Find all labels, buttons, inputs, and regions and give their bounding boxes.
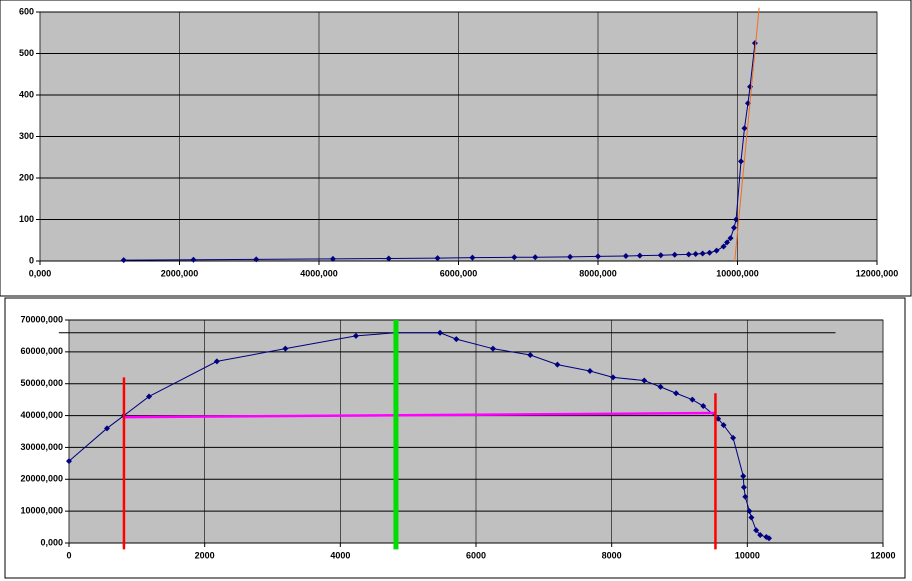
x-tick-label: 12000 (870, 550, 895, 560)
series-line (734, 7, 760, 262)
data-point (733, 216, 740, 223)
data-point (746, 508, 753, 515)
y-tick-label: 500 (19, 48, 34, 58)
x-tick-label: 10000 (735, 550, 760, 560)
data-point (641, 377, 648, 384)
data-point (554, 361, 561, 368)
y-tick-label: 0 (29, 255, 34, 265)
data-point (766, 535, 773, 542)
x-tick-label: 12000,000 (856, 268, 899, 278)
y-tick-label: 10000,000 (20, 506, 63, 516)
data-point (120, 257, 127, 264)
data-point (724, 239, 731, 246)
x-tick-label: 8000,000 (579, 268, 617, 278)
data-point (657, 383, 664, 390)
data-point (740, 473, 747, 480)
x-tick-label: 0,000 (29, 268, 52, 278)
data-point (671, 251, 678, 258)
y-tick-label: 100 (19, 214, 34, 224)
y-tick-label: 600 (19, 6, 34, 16)
data-point (532, 254, 539, 261)
data-point (213, 358, 220, 365)
x-tick-label: 10000,000 (716, 268, 759, 278)
data-point (727, 235, 734, 242)
data-point (692, 250, 699, 257)
y-tick-label: 30000,000 (20, 442, 63, 452)
x-tick-label: 4000 (330, 550, 350, 560)
data-point (751, 40, 758, 47)
x-tick-label: 4000,000 (300, 268, 338, 278)
data-point (66, 458, 72, 465)
series-line (123, 43, 756, 261)
data-point (757, 532, 764, 539)
data-point (511, 254, 518, 261)
data-point (730, 434, 737, 441)
y-tick-label: 20000,000 (20, 474, 63, 484)
data-point (657, 252, 664, 259)
data-point (622, 253, 629, 260)
data-point (610, 374, 617, 381)
x-tick-label: 6000 (466, 550, 486, 560)
data-point (437, 329, 444, 336)
y-tick-label: 50000,000 (20, 378, 63, 388)
data-point (742, 493, 749, 500)
data-point (685, 251, 692, 258)
data-point (700, 403, 707, 410)
x-tick-label: 0 (66, 550, 71, 560)
data-point (689, 396, 696, 403)
y-tick-label: 60000,000 (20, 346, 63, 356)
data-point (434, 255, 441, 262)
data-point (453, 336, 460, 343)
data-point (731, 224, 738, 231)
data-point (636, 252, 643, 259)
data-point (753, 527, 760, 534)
data-point (190, 256, 197, 263)
data-point (146, 393, 153, 400)
data-point (103, 425, 110, 432)
data-point (253, 256, 260, 263)
data-point (469, 254, 476, 261)
data-point (586, 367, 593, 374)
data-point (385, 255, 392, 262)
data-point (595, 253, 601, 260)
x-tick-label: 6000,000 (440, 268, 478, 278)
data-point (741, 125, 748, 132)
x-tick-label: 8000 (602, 550, 622, 560)
series-line (68, 332, 770, 539)
data-point (720, 243, 727, 250)
data-point (706, 249, 713, 256)
data-point (527, 352, 534, 359)
data-point (673, 390, 680, 397)
data-point (737, 158, 744, 165)
y-tick-label: 200 (19, 172, 34, 182)
x-tick-label: 2000,000 (161, 268, 199, 278)
data-point (720, 422, 727, 429)
data-point (329, 255, 336, 262)
y-tick-label: 70000,000 (20, 314, 63, 324)
y-tick-label: 0,000 (40, 537, 63, 547)
x-tick-label: 2000 (195, 550, 215, 560)
data-point (489, 345, 496, 352)
y-tick-label: 40000,000 (20, 410, 63, 420)
y-tick-label: 400 (19, 89, 34, 99)
y-tick-label: 300 (19, 131, 34, 141)
series-line (123, 411, 716, 419)
data-point (713, 247, 720, 254)
data-point (748, 514, 755, 521)
data-point (282, 345, 289, 352)
data-point (699, 250, 706, 257)
data-point (567, 253, 574, 260)
data-point (352, 332, 359, 339)
data-point (740, 484, 747, 491)
